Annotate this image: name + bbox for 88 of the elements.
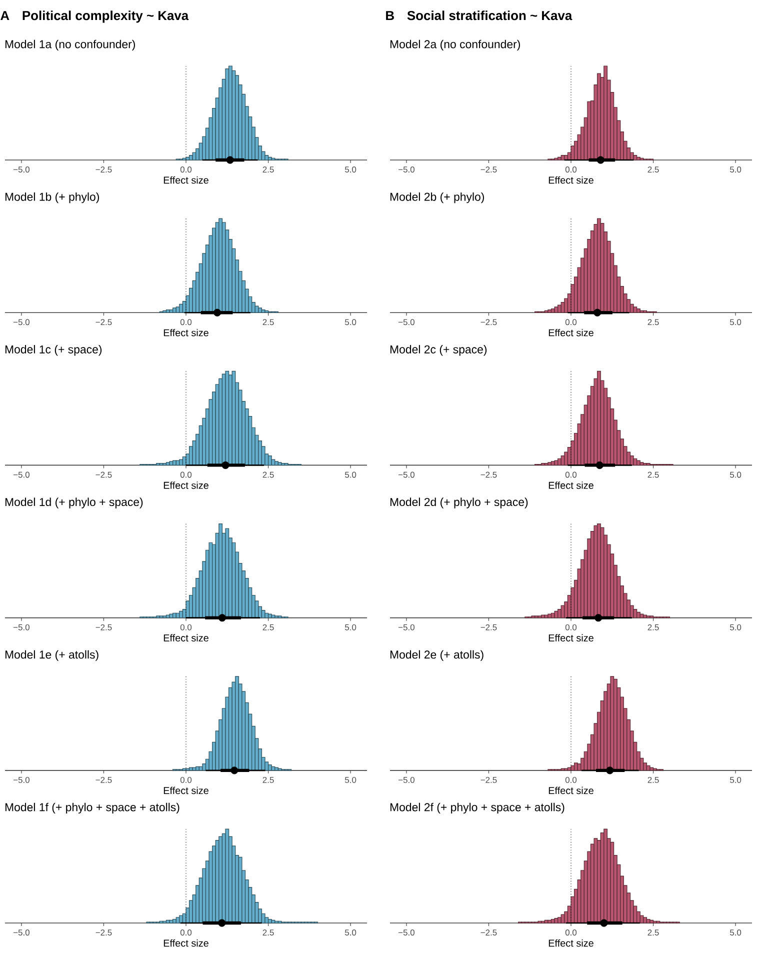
x-tick-label: −2.5 bbox=[96, 776, 112, 783]
x-tick-label: −2.5 bbox=[480, 624, 497, 630]
x-tick-label: 5.0 bbox=[345, 776, 356, 783]
x-tick-label: −5.0 bbox=[398, 624, 414, 630]
x-tick-label: 5.0 bbox=[345, 472, 356, 478]
x-tick-label: −5.0 bbox=[398, 930, 414, 936]
x-tick-label: −5.0 bbox=[14, 319, 30, 326]
x-tick-label: 5.0 bbox=[730, 319, 742, 326]
x-tick-label: 5.0 bbox=[345, 319, 356, 326]
x-tick-label: −5.0 bbox=[14, 624, 30, 630]
x-tick-label: −2.5 bbox=[480, 776, 497, 783]
text: B bbox=[386, 11, 394, 20]
x-tick-label: 0.0 bbox=[180, 166, 192, 173]
chart-title: Model 1b (+ phylo) bbox=[5, 192, 99, 204]
x-tick-label: −5.0 bbox=[398, 319, 414, 326]
chart-title: Model 1f (+ phylo + space + atolls) bbox=[5, 802, 180, 814]
x-tick-label: 2.5 bbox=[648, 776, 659, 783]
x-tick-label: 0.0 bbox=[180, 624, 192, 630]
x-tick-label: 2.5 bbox=[262, 166, 274, 173]
x-tick-label: −2.5 bbox=[480, 930, 497, 936]
x-tick-label: 0.0 bbox=[565, 472, 577, 478]
x-axis-title: Effect size bbox=[548, 176, 594, 184]
x-tick-label: 2.5 bbox=[648, 930, 659, 936]
x-axis-title: Effect size bbox=[548, 786, 594, 794]
x-tick-label: 2.5 bbox=[262, 930, 274, 936]
text: Political complexity ~ Kava bbox=[22, 10, 189, 23]
x-tick-label: −2.5 bbox=[480, 472, 497, 478]
x-tick-label: 5.0 bbox=[730, 472, 742, 478]
x-tick-label: 2.5 bbox=[262, 624, 274, 630]
x-tick-label: 2.5 bbox=[648, 624, 659, 630]
x-tick-label: 2.5 bbox=[648, 472, 659, 478]
x-tick-label: 0.0 bbox=[180, 930, 192, 936]
x-tick-label: 2.5 bbox=[262, 472, 274, 478]
chart-title: Model 2e (+ atolls) bbox=[390, 650, 484, 661]
x-tick-label: −5.0 bbox=[398, 472, 414, 478]
chart-title: Model 1c (+ space) bbox=[5, 345, 102, 356]
x-tick-label: 5.0 bbox=[345, 624, 356, 630]
x-axis-title: Effect size bbox=[548, 634, 594, 642]
x-axis-title: Effect size bbox=[164, 786, 208, 794]
x-tick-label: −2.5 bbox=[96, 166, 112, 173]
x-tick-label: 2.5 bbox=[262, 319, 274, 326]
x-tick-label: −2.5 bbox=[480, 319, 497, 326]
x-axis-title: Effect size bbox=[164, 328, 208, 336]
text: A bbox=[0, 11, 10, 20]
chart-title: Model 2a (no confounder) bbox=[390, 40, 520, 51]
chart-title: Model 1a (no confounder) bbox=[5, 40, 135, 51]
x-tick-label: 5.0 bbox=[345, 166, 356, 173]
x-tick-label: −5.0 bbox=[398, 776, 414, 783]
x-tick-label: −2.5 bbox=[96, 472, 112, 478]
x-tick-label: 5.0 bbox=[730, 776, 742, 783]
chart-title: Model 2f (+ phylo + space + atolls) bbox=[390, 802, 564, 814]
x-tick-label: 2.5 bbox=[648, 166, 659, 173]
x-tick-label: −2.5 bbox=[96, 319, 112, 326]
x-tick-label: 5.0 bbox=[730, 166, 742, 173]
x-axis-title: Effect size bbox=[164, 939, 208, 947]
x-tick-label: 2.5 bbox=[648, 319, 659, 326]
x-axis-title: Effect size bbox=[548, 482, 594, 489]
chart-title: Model 1e (+ atolls) bbox=[5, 650, 98, 661]
x-tick-label: 0.0 bbox=[565, 166, 577, 173]
x-tick-label: −5.0 bbox=[14, 166, 30, 173]
x-tick-label: 0.0 bbox=[565, 624, 577, 630]
x-tick-label: 0.0 bbox=[180, 472, 192, 478]
x-tick-label: 5.0 bbox=[730, 624, 742, 630]
x-tick-label: 0.0 bbox=[180, 319, 192, 326]
x-tick-label: −5.0 bbox=[14, 776, 30, 783]
x-axis-title: Effect size bbox=[164, 482, 208, 489]
x-axis-title: Effect size bbox=[548, 328, 594, 336]
x-tick-label: 0.0 bbox=[180, 776, 192, 783]
x-tick-label: −2.5 bbox=[96, 930, 112, 936]
x-tick-label: −5.0 bbox=[14, 472, 30, 478]
chart-title: Model 1d (+ phylo + space) bbox=[5, 498, 143, 508]
x-tick-label: 2.5 bbox=[262, 776, 274, 783]
x-tick-label: 0.0 bbox=[565, 319, 577, 326]
x-tick-label: −5.0 bbox=[14, 930, 30, 936]
x-axis-title: Effect size bbox=[164, 176, 208, 184]
chart-title: Model 2b (+ phylo) bbox=[390, 192, 484, 204]
x-axis-title: Effect size bbox=[548, 939, 594, 947]
x-tick-label: 5.0 bbox=[345, 930, 356, 936]
x-tick-label: −2.5 bbox=[480, 166, 497, 173]
x-tick-label: −5.0 bbox=[398, 166, 414, 173]
x-tick-label: 5.0 bbox=[730, 930, 742, 936]
x-tick-label: 0.0 bbox=[565, 776, 577, 783]
text: Social stratification ~ Kava bbox=[407, 10, 572, 20]
x-tick-label: −2.5 bbox=[96, 624, 112, 630]
x-tick-label: 0.0 bbox=[565, 930, 577, 936]
x-axis-title: Effect size bbox=[164, 634, 208, 642]
chart-title: Model 2c (+ space) bbox=[390, 345, 487, 356]
chart-title: Model 2d (+ phylo + space) bbox=[390, 498, 528, 508]
